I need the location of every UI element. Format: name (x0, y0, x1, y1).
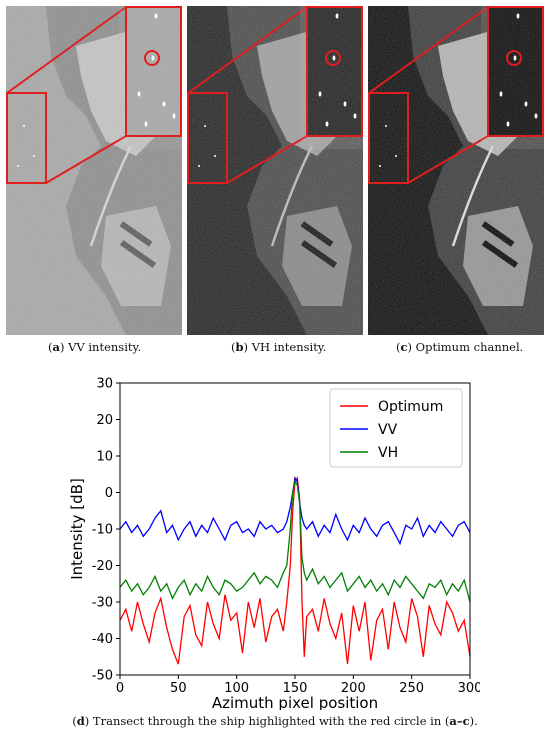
series-line-vv (119, 476, 471, 546)
ship-target (325, 121, 329, 127)
legend-label: Optimum (378, 399, 443, 415)
roi-small-box (6, 92, 47, 184)
ship-target (332, 55, 336, 61)
ship-highlight-circle (325, 50, 341, 66)
y-tick-label: 10 (96, 450, 113, 465)
ship-target (137, 91, 141, 97)
caption-b-letter: b (235, 340, 244, 354)
series-line-vh (119, 479, 471, 603)
ship-target (353, 113, 357, 119)
zoom-line (45, 135, 127, 184)
x-tick-label: 200 (341, 681, 366, 696)
inset-speckle (306, 6, 363, 136)
zoom-inset-border (487, 6, 544, 137)
panel-vh-intensity (187, 6, 363, 335)
y-tick-label: -40 (92, 632, 113, 647)
zoom-line (226, 135, 308, 184)
x-tick-label: 250 (399, 681, 424, 696)
panel-vv-intensity (6, 6, 182, 335)
roi-small-box (187, 92, 228, 184)
panel-optimum-channel (368, 6, 544, 335)
ship-target (534, 113, 538, 119)
inset-speckle (125, 6, 182, 136)
x-tick-label: 100 (224, 681, 249, 696)
figure-caption-letter: d (76, 714, 85, 728)
ship-target (214, 155, 216, 157)
ship-target (516, 13, 520, 19)
ship-target (162, 101, 166, 107)
legend-label: VV (378, 422, 398, 438)
figure-caption-range: a–c (449, 714, 470, 728)
caption-a-text: VV intensity. (68, 340, 142, 354)
ship-target (499, 91, 503, 97)
zoom-inset-border (306, 6, 363, 137)
ship-target (385, 125, 387, 127)
y-tick-label: 20 (96, 413, 113, 428)
caption-a-letter: a (52, 340, 60, 354)
ship-target (151, 55, 155, 61)
ship-target (172, 113, 176, 119)
ship-target (318, 91, 322, 97)
x-tick-label: 0 (116, 681, 124, 696)
zoom-line (368, 6, 489, 94)
y-tick-label: 0 (105, 486, 113, 501)
zoom-line (187, 6, 308, 94)
ship-highlight-circle (144, 50, 160, 66)
ship-target (33, 155, 35, 157)
ship-target (144, 121, 148, 127)
ship-target (506, 121, 510, 127)
ship-target (395, 155, 397, 157)
y-tick-label: -10 (92, 523, 113, 538)
x-tick-label: 150 (283, 681, 308, 696)
caption-b-text: VH intensity. (251, 340, 327, 354)
caption-b: (b) VH intensity. (231, 340, 327, 354)
ship-target (204, 125, 206, 127)
ship-target (198, 165, 200, 167)
caption-a: (a) VV intensity. (48, 340, 142, 354)
caption-c: (c) Optimum channel. (396, 340, 524, 354)
y-axis-label: Intensity [dB] (68, 478, 86, 580)
caption-c-letter: c (400, 340, 408, 354)
y-tick-label: -20 (92, 559, 113, 574)
transect-chart: 0 50 100 150 200 250 300 -50 -40 -30 -20 -10 0 10 20 30… (68, 377, 480, 711)
ship-target (23, 125, 25, 127)
y-tick-label: -30 (92, 596, 113, 611)
zoom-inset-border (125, 6, 182, 137)
zoom-line (6, 6, 127, 94)
ship-target (379, 165, 381, 167)
roi-small-box (368, 92, 409, 184)
series-line-optimum (119, 475, 471, 665)
x-tick-label: 50 (170, 681, 187, 696)
x-tick-label: 300 (458, 681, 480, 696)
ship-target (335, 13, 339, 19)
legend-label: VH (378, 445, 398, 461)
ship-target (524, 101, 528, 107)
x-axis-label: Azimuth pixel position (212, 694, 378, 710)
figure-caption-pre: Transect through the ship highlighted wi… (92, 714, 450, 728)
legend-box (329, 388, 463, 468)
caption-c-text: Optimum channel. (415, 340, 524, 354)
inset-speckle (487, 6, 544, 136)
ship-highlight-circle (506, 50, 522, 66)
ship-target (154, 13, 158, 19)
figure-caption: (d) Transect through the ship highlighte… (72, 714, 478, 728)
y-tick-label: -50 (92, 669, 113, 684)
y-tick-label: 30 (96, 377, 113, 392)
ship-target (343, 101, 347, 107)
zoom-line (407, 135, 489, 184)
figure-caption-post: ). (469, 714, 478, 728)
ship-target (513, 55, 517, 61)
ship-target (17, 165, 19, 167)
